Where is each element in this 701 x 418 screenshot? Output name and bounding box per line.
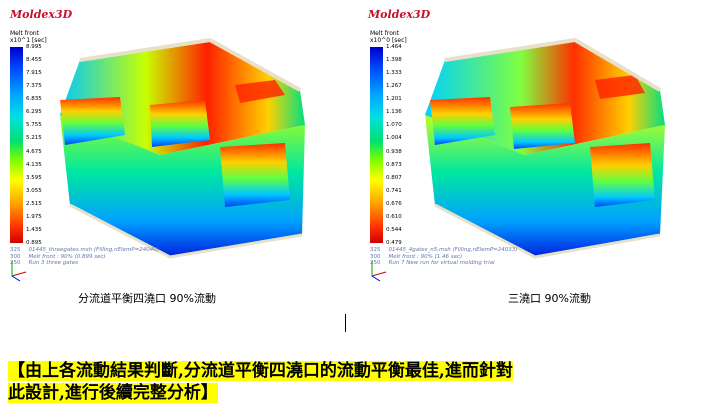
text-cursor [345,314,346,332]
axis-triad [371,261,387,282]
melt-front-model-right [425,37,665,259]
conclusion-text: 【由上各流動結果判斷,分流道平衡四澆口的流動平衡最佳,進而針對 此設計,進行後續… [8,360,698,404]
color-scale-ticks: 1.464 1.398 1.333 1.267 1.201 1.136 1.070 1.004… [386,44,416,246]
gate-region-3 [220,143,290,207]
scale-tick-label: 5.215 [26,135,42,142]
scale-tick-label: 1.267 [386,83,402,90]
hot-zone [595,75,645,99]
scale-tick-label: 6.835 [26,96,42,103]
scale-tick-label: 0.610 [386,213,402,220]
right-simulation-panel: Moldex3D Melt front x10^0 [sec] 1.464 1.3… [358,0,701,305]
scale-tick-label: 1.201 [386,96,402,103]
scale-tick-label: 1.975 [26,213,42,220]
brand-logo: Moldex3D [10,8,73,21]
scale-tick-label: 0.873 [386,161,402,168]
scale-tick-label: 4.675 [26,148,42,155]
conclusion-line-1: 【由上各流動結果判斷,分流道平衡四澆口的流動平衡最佳,進而針對 [8,361,513,381]
hot-zone [235,80,285,103]
model-rim [79,37,301,92]
gate-region-1 [430,97,495,145]
scale-tick-label: 4.135 [26,161,42,168]
legend-title: Melt front x10^1 [sec] [10,30,47,44]
conclusion-line-2: 此設計,進行後續完整分析】 [8,383,218,403]
run-info: 325 01445_threegates.msh (Filling,nElemP=… [10,247,159,266]
caption-right: 三澆口 90%流動 [508,292,591,305]
legend-unit-text: x10^1 [sec] [10,37,47,44]
legend-title-text: Melt front [10,30,40,37]
scale-tick-label: 5.755 [26,122,42,129]
scale-tick-label: 0.938 [386,148,402,155]
color-scale-bar [370,47,383,243]
scale-tick-label: 0.741 [386,187,402,194]
scale-tick-label: 0.895 [26,240,42,246]
legend-unit-text: x10^0 [sec] [370,37,407,44]
scale-tick-label: 8.995 [26,44,42,50]
legend-title-text: Melt front [370,30,400,37]
scale-tick-label: 7.375 [26,83,42,90]
gate-region-2 [510,103,575,149]
left-simulation-panel: Moldex3D Melt front x10^1 [sec] 8.995 8.4… [0,0,350,305]
model-base-rim [69,203,303,259]
scale-tick-label: 1.435 [26,226,42,233]
gate-region-1 [60,97,125,145]
scale-tick-label: 6.295 [26,109,42,116]
run-info: 325 01445_4gates_n5.msh (Filling,nElemP=2… [370,247,518,266]
scale-tick-label: 1.004 [386,135,402,142]
legend-title: Melt front x10^0 [sec] [370,30,407,44]
scale-tick-label: 2.515 [26,200,42,207]
brand-logo: Moldex3D [368,8,431,21]
scale-tick-label: 3.055 [26,187,42,194]
gate-region-3 [590,143,655,207]
scale-tick-label: 3.595 [26,174,42,181]
axis-triad [11,261,27,282]
scale-tick-label: 1.398 [386,57,402,64]
scale-tick-label: 1.136 [386,109,402,116]
melt-front-model-left [60,37,305,259]
color-scale-bar [10,47,23,243]
scale-tick-label: 0.479 [386,240,402,246]
model-rim [444,37,662,92]
gate-region-2 [150,100,210,147]
caption-left: 分流道平衡四澆口 90%流動 [78,292,216,305]
scale-tick-label: 8.455 [26,57,42,64]
scale-tick-label: 1.333 [386,70,402,77]
scale-tick-label: 7.915 [26,70,42,77]
scale-tick-label: 0.807 [386,174,402,181]
scale-tick-label: 0.544 [386,226,402,233]
model-base-rim [434,203,661,259]
scale-tick-label: 0.676 [386,200,402,207]
scale-tick-label: 1.464 [386,44,402,50]
color-scale-ticks: 8.995 8.455 7.915 7.375 6.835 6.295 5.755 5.215… [26,44,56,246]
scale-tick-label: 1.070 [386,122,402,129]
